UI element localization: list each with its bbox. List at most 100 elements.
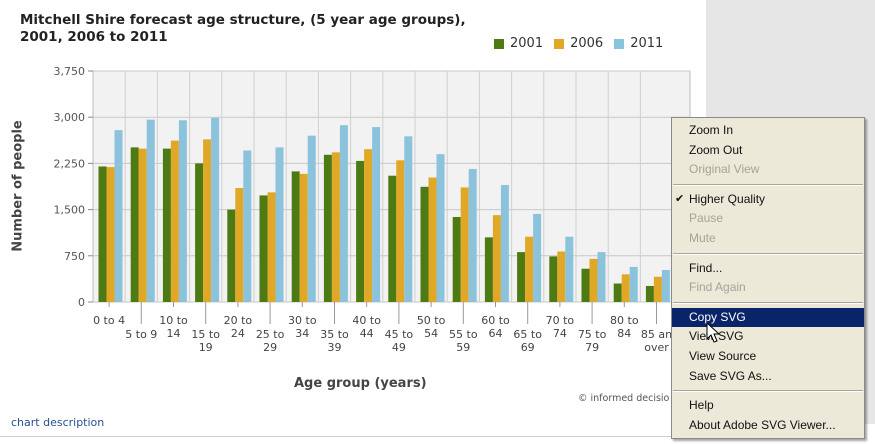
x-tick-label: 54 bbox=[424, 327, 438, 340]
menu-item-find-again[interactable]: Find Again bbox=[672, 278, 864, 298]
bar-2011 bbox=[339, 125, 348, 302]
x-tick-label: 65 to bbox=[513, 328, 542, 341]
x-tick-label: 44 bbox=[360, 327, 374, 340]
legend-label-2006: 2006 bbox=[570, 36, 604, 51]
bar-2001 bbox=[452, 216, 461, 302]
x-tick-label: 5 to 9 bbox=[125, 328, 157, 341]
bar-2011 bbox=[178, 120, 187, 302]
legend-item-2011: 2011 bbox=[614, 36, 663, 51]
menu-item-zoom-out[interactable]: Zoom Out bbox=[672, 141, 864, 161]
bar-2006 bbox=[203, 139, 212, 302]
bar-2011 bbox=[436, 154, 445, 302]
credit-text: © informed decisio bbox=[578, 393, 670, 404]
y-tick-label: 3,000 bbox=[54, 111, 86, 124]
menu-item-label: Pause bbox=[689, 211, 724, 226]
bar-2011 bbox=[243, 150, 252, 302]
menu-item-label: Save SVG As... bbox=[689, 368, 772, 383]
menu-item-view-source[interactable]: View Source bbox=[672, 347, 864, 367]
menu-item-pause[interactable]: Pause bbox=[672, 209, 864, 229]
bar-2001 bbox=[517, 252, 526, 302]
bar-2001 bbox=[98, 166, 107, 302]
bar-2006 bbox=[138, 148, 147, 302]
mouse-cursor-icon bbox=[706, 322, 721, 343]
bar-2001 bbox=[323, 154, 332, 302]
bar-2006 bbox=[428, 177, 437, 302]
menu-item-label: Find... bbox=[689, 260, 723, 275]
bar-2011 bbox=[146, 119, 155, 302]
menu-item-zoom-in[interactable]: Zoom In bbox=[672, 121, 864, 141]
bar-2006 bbox=[170, 140, 179, 302]
x-tick-label: 59 bbox=[456, 341, 470, 354]
menu-separator bbox=[673, 390, 863, 393]
menu-item-about-adobe-svg-viewer[interactable]: About Adobe SVG Viewer... bbox=[672, 416, 864, 436]
x-tick-label: 45 to bbox=[385, 328, 414, 341]
x-tick-label: 75 to bbox=[578, 328, 607, 341]
bar-2001 bbox=[356, 160, 365, 302]
bar-2011 bbox=[565, 236, 574, 302]
bar-2001 bbox=[484, 237, 493, 302]
x-axis-label: Age group (years) bbox=[294, 376, 427, 391]
legend-item-2001: 2001 bbox=[494, 36, 543, 51]
bar-2006 bbox=[267, 192, 276, 302]
menu-separator bbox=[673, 301, 863, 304]
y-tick-label: 3,750 bbox=[54, 65, 86, 78]
menu-item-higher-quality[interactable]: ✔ Higher Quality bbox=[672, 190, 864, 210]
menu-item-label: Original View bbox=[689, 162, 760, 177]
x-tick-label: 50 to bbox=[417, 314, 446, 327]
bar-2001 bbox=[162, 148, 171, 302]
bar-2006 bbox=[299, 173, 308, 302]
bar-2006 bbox=[525, 236, 534, 302]
x-tick-label: 85 an bbox=[641, 328, 672, 341]
bar-2006 bbox=[235, 188, 244, 302]
menu-item-view-svg[interactable]: View SVG bbox=[672, 327, 864, 347]
y-tick-label: 0 bbox=[78, 296, 85, 309]
bar-2011 bbox=[629, 266, 638, 302]
x-tick-label: over bbox=[644, 341, 669, 354]
menu-item-original-view[interactable]: Original View bbox=[672, 160, 864, 180]
chart-title: Mitchell Shire forecast age structure, (… bbox=[20, 12, 466, 45]
x-tick-label: 0 to 4 bbox=[93, 314, 125, 327]
y-tick-label: 750 bbox=[64, 250, 85, 263]
check-icon: ✔ bbox=[675, 192, 685, 205]
bar-2006 bbox=[621, 274, 630, 302]
bar-2001 bbox=[195, 163, 204, 302]
bar-2011 bbox=[307, 135, 316, 302]
x-tick-label: 24 bbox=[231, 327, 245, 340]
menu-item-label: Zoom Out bbox=[689, 142, 743, 157]
context-menu: Zoom In Zoom Out Original View ✔ Higher Qual… bbox=[671, 117, 865, 440]
menu-item-label: About Adobe SVG Viewer... bbox=[689, 417, 836, 432]
legend-swatch-2006 bbox=[554, 38, 565, 49]
menu-separator bbox=[673, 252, 863, 255]
bar-2011 bbox=[468, 168, 477, 302]
x-tick-label: 25 to bbox=[256, 328, 285, 341]
bar-2006 bbox=[557, 251, 566, 302]
bar-2011 bbox=[533, 213, 542, 302]
legend-swatch-2001 bbox=[494, 38, 504, 49]
bar-2006 bbox=[492, 215, 501, 302]
legend-item-2006: 2006 bbox=[554, 36, 603, 51]
menu-item-save-svg-as[interactable]: Save SVG As... bbox=[672, 367, 864, 387]
x-tick-label: 34 bbox=[295, 327, 309, 340]
x-tick-label: 15 to bbox=[191, 328, 220, 341]
menu-item-copy-svg[interactable]: Copy SVG bbox=[672, 307, 864, 328]
x-tick-label: 84 bbox=[617, 327, 631, 340]
menu-item-help[interactable]: Help bbox=[672, 396, 864, 416]
x-tick-label: 10 to bbox=[159, 314, 188, 327]
x-tick-label: 55 to bbox=[449, 328, 478, 341]
bar-2006 bbox=[106, 167, 115, 302]
bottom-divider bbox=[0, 436, 706, 437]
menu-item-find[interactable]: Find... bbox=[672, 259, 864, 279]
bar-2006 bbox=[653, 276, 662, 302]
menu-item-label: Mute bbox=[689, 230, 716, 245]
x-tick-label: 40 to bbox=[352, 314, 381, 327]
bar-2011 bbox=[275, 147, 284, 302]
bar-2006 bbox=[331, 152, 340, 302]
y-tick-label: 2,250 bbox=[54, 157, 86, 170]
chart-legend: 2001 2006 2011 bbox=[494, 36, 674, 51]
menu-item-label: Copy SVG bbox=[689, 309, 746, 324]
x-tick-label: 80 to bbox=[610, 314, 639, 327]
bar-2011 bbox=[372, 127, 381, 302]
bar-2006 bbox=[460, 187, 469, 302]
chart-description-link[interactable]: chart description bbox=[11, 416, 105, 429]
menu-item-mute[interactable]: Mute bbox=[672, 229, 864, 249]
